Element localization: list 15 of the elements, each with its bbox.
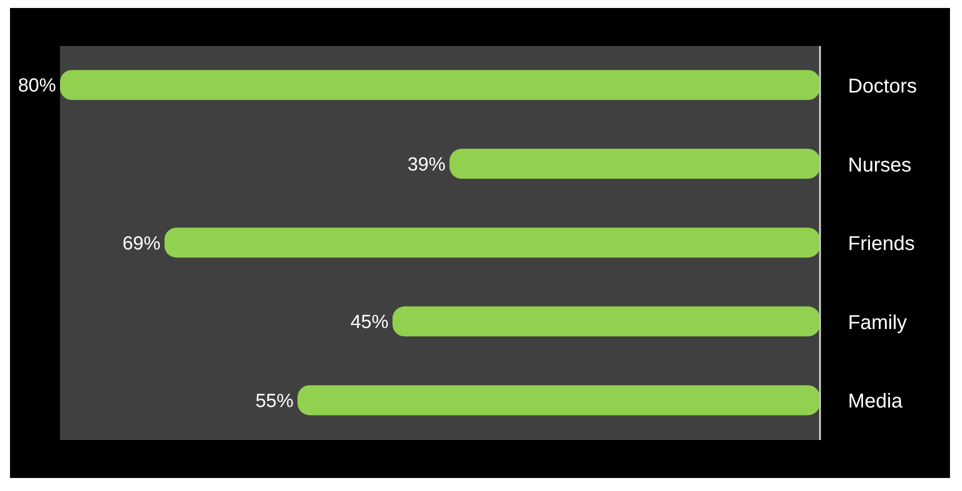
y-tick-label: Media: [848, 390, 904, 413]
bar: [392, 306, 820, 336]
bar: [60, 70, 820, 100]
bar: [164, 228, 820, 258]
bar: [298, 385, 820, 416]
y-tick-label: Family: [848, 312, 907, 334]
data-label: 69%: [122, 233, 161, 254]
y-tick-label: Nurses: [848, 154, 912, 176]
data-label: 55%: [255, 390, 294, 412]
bar: [450, 148, 820, 179]
data-label: 39%: [407, 154, 446, 176]
y-tick-label: Friends: [848, 233, 915, 256]
y-tick-label: Doctors: [848, 76, 917, 98]
data-label: 45%: [350, 312, 389, 334]
data-label: 80%: [18, 76, 56, 97]
